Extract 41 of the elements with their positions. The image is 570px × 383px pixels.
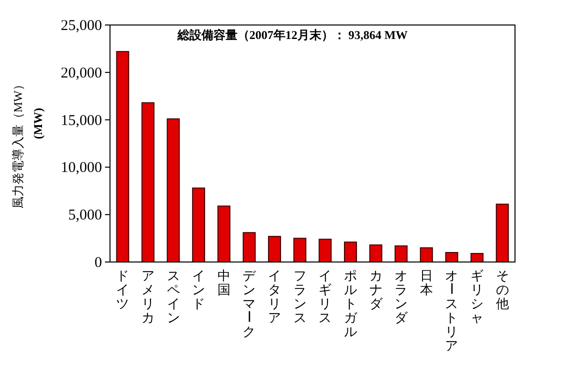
x-tick-label: スペイン	[166, 268, 180, 325]
x-tick-label: フランス	[293, 268, 306, 325]
x-tick-label: ポルトガル	[344, 268, 358, 339]
bar	[192, 188, 206, 262]
x-tick-label: デンマーク	[242, 268, 257, 339]
x-tick-label: イギリス	[318, 268, 332, 325]
y-tick-label: 10,000	[60, 160, 102, 176]
x-tick-label: カナダ	[369, 268, 384, 311]
bar	[166, 118, 180, 262]
x-tick-label: ドイツ	[116, 268, 130, 311]
x-tick-label: その他	[496, 268, 509, 311]
y-axis-title: 風力発電導入量（MW）	[11, 78, 25, 208]
y-tick-label: 20,000	[60, 65, 102, 82]
x-tick-label: 日本	[420, 268, 433, 297]
bar	[293, 238, 306, 262]
x-tick-label: 中国	[217, 268, 230, 297]
bar	[116, 51, 130, 262]
bar	[242, 232, 256, 262]
bar	[420, 247, 433, 262]
bar	[141, 102, 154, 262]
bar	[394, 245, 408, 262]
bar	[369, 244, 382, 262]
x-tick-label: イタリア	[268, 268, 282, 325]
bar	[318, 238, 332, 262]
bar	[445, 252, 458, 262]
bar	[470, 252, 484, 262]
bar	[268, 236, 282, 262]
y-tick-label: 15,000	[60, 112, 102, 129]
bar	[496, 204, 509, 262]
x-tick-label: オーストリア	[444, 268, 460, 353]
y-tick-label: 0	[94, 255, 102, 271]
x-tick-label: インド	[192, 268, 206, 311]
y-tick-label: 25,000	[60, 18, 102, 34]
x-tick-label: ギリシャ	[470, 268, 484, 325]
chart-title: 総設備容量（2007年12月末）： 93,864 MW	[176, 28, 408, 42]
y-tick-label: 5,000	[68, 208, 102, 224]
text: (MW)	[31, 108, 45, 140]
x-tick-label: オランダ	[394, 268, 409, 325]
bar	[217, 206, 230, 262]
x-tick-label: アメリカ	[141, 268, 154, 325]
bar	[344, 242, 357, 262]
